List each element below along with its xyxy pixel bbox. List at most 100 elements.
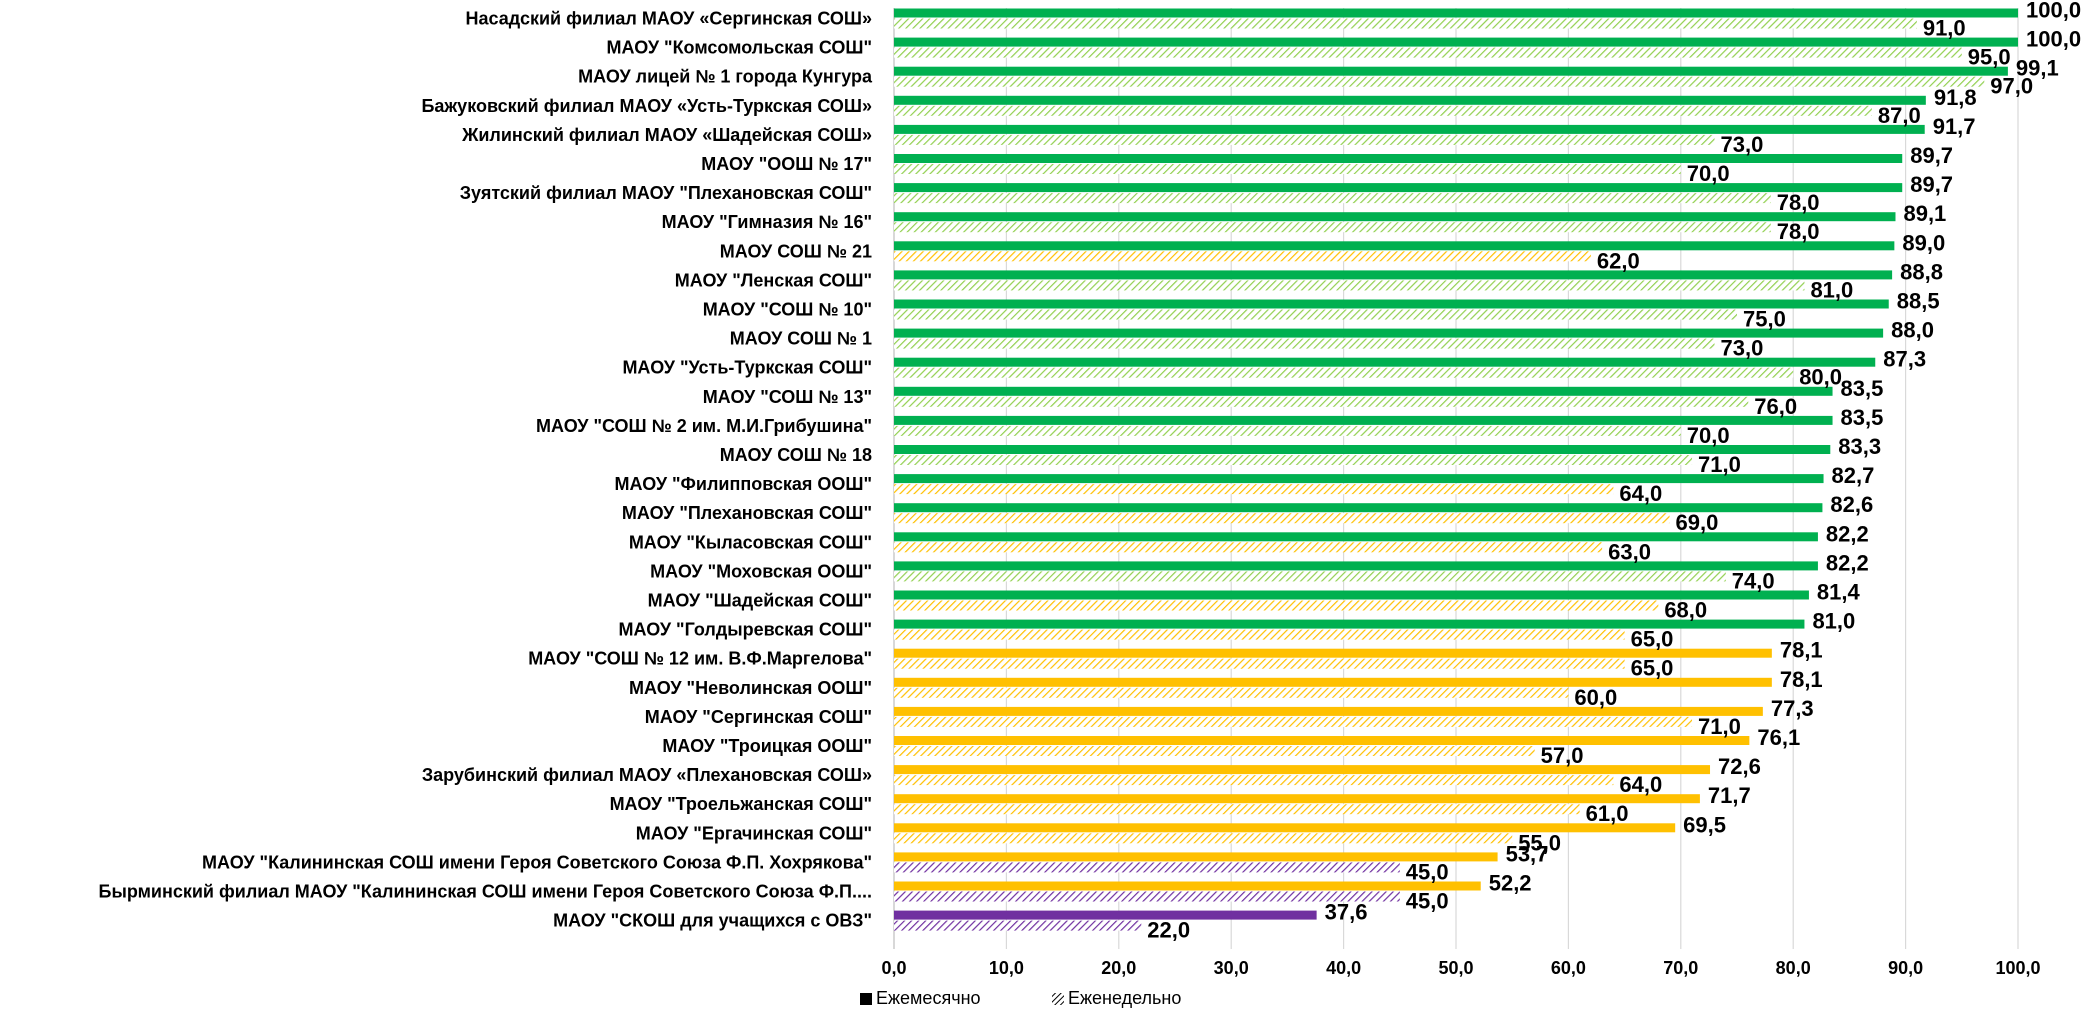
data-label-monthly-25: 76,1 [1757, 725, 1800, 750]
category-label-10: МАОУ "СОШ № 10" [703, 300, 872, 320]
x-tick-label-40: 40,0 [1326, 958, 1361, 978]
data-label-weekly-21: 65,0 [1631, 627, 1674, 652]
data-label-monthly-6: 89,7 [1910, 172, 1953, 197]
data-label-weekly-5: 70,0 [1687, 161, 1730, 186]
category-label-20: МАОУ "Шадейская СОШ" [648, 591, 872, 611]
data-label-weekly-12: 80,0 [1799, 365, 1842, 390]
bar-monthly-10 [894, 299, 1889, 309]
data-label-monthly-29: 53,7 [1506, 841, 1549, 866]
data-label-monthly-17: 82,6 [1830, 492, 1873, 517]
bar-monthly-11 [894, 328, 1884, 338]
data-label-weekly-28: 55,0 [1518, 830, 1561, 855]
category-label-24: МАОУ "Сергинская СОШ" [645, 707, 872, 727]
bar-weekly-9 [894, 280, 1805, 291]
data-label-weekly-22: 65,0 [1631, 656, 1674, 681]
bar-monthly-18 [894, 532, 1818, 542]
x-tick-label-30: 30,0 [1214, 958, 1249, 978]
data-label-monthly-3: 91,8 [1934, 85, 1977, 110]
category-label-22: МАОУ "СОШ № 12 им. В.Ф.Маргелова" [528, 649, 872, 669]
bar-monthly-14 [894, 415, 1833, 425]
bar-monthly-26 [894, 765, 1711, 775]
bar-monthly-2 [894, 66, 2008, 76]
data-label-weekly-23: 60,0 [1574, 685, 1617, 710]
category-label-5: МАОУ "ООШ № 17" [701, 154, 872, 174]
bar-monthly-16 [894, 474, 1824, 484]
category-label-14: МАОУ "СОШ № 2 им. М.И.Грибушина" [536, 416, 872, 436]
bar-weekly-18 [894, 542, 1603, 553]
bar-monthly-3 [894, 95, 1926, 105]
category-label-19: МАОУ "Моховская ООШ" [650, 561, 872, 581]
bar-monthly-21 [894, 619, 1805, 629]
data-label-weekly-10: 75,0 [1743, 307, 1786, 332]
bar-weekly-7 [894, 222, 1771, 233]
legend-swatch-weekly [1052, 993, 1064, 1005]
category-label-25: МАОУ "Троицкая ООШ" [662, 736, 872, 756]
bar-monthly-15 [894, 445, 1831, 454]
data-label-monthly-15: 83,3 [1838, 434, 1881, 459]
data-label-monthly-19: 82,2 [1826, 550, 1869, 575]
data-label-monthly-26: 72,6 [1718, 754, 1761, 779]
category-label-30: Бырминский филиал МАОУ "Калининская СОШ … [99, 882, 872, 902]
bar-monthly-30 [894, 881, 1481, 891]
bar-weekly-6 [894, 193, 1771, 204]
bar-weekly-27 [894, 804, 1580, 815]
data-label-monthly-28: 69,5 [1683, 812, 1726, 837]
category-label-2: МАОУ лицей № 1 города Кунгура [578, 67, 873, 87]
bar-weekly-11 [894, 338, 1715, 349]
bar-weekly-23 [894, 687, 1569, 698]
bar-weekly-8 [894, 251, 1591, 262]
data-label-monthly-14: 83,5 [1841, 405, 1884, 430]
x-tick-label-70: 70,0 [1663, 958, 1698, 978]
data-label-monthly-9: 88,8 [1900, 259, 1943, 284]
category-label-12: МАОУ "Усть-Туркская СОШ" [622, 358, 872, 378]
bar-weekly-22 [894, 658, 1625, 669]
bar-weekly-25 [894, 746, 1535, 756]
data-label-weekly-6: 78,0 [1777, 190, 1820, 215]
category-label-11: МАОУ СОШ № 1 [730, 329, 872, 349]
bar-monthly-20 [894, 590, 1809, 600]
bar-monthly-23 [894, 677, 1772, 687]
category-label-31: МАОУ "СКОШ для учащихся с ОВЗ" [553, 911, 872, 931]
category-label-3: Бажуковский филиал МАОУ «Усть-Туркская С… [421, 96, 872, 116]
data-label-monthly-13: 83,5 [1841, 376, 1884, 401]
bar-monthly-27 [894, 794, 1700, 804]
data-label-monthly-11: 88,0 [1891, 318, 1934, 343]
data-label-monthly-31: 37,6 [1325, 900, 1368, 925]
legend-label-weekly: Еженедельно [1068, 988, 1181, 1008]
data-label-weekly-8: 62,0 [1597, 248, 1640, 273]
bar-weekly-19 [894, 571, 1726, 582]
data-label-monthly-1: 100,0 [2026, 27, 2081, 52]
data-label-monthly-27: 71,7 [1708, 783, 1751, 808]
data-label-weekly-7: 78,0 [1777, 219, 1820, 244]
category-label-21: МАОУ "Голдыревская СОШ" [619, 620, 872, 640]
data-label-weekly-26: 64,0 [1619, 772, 1662, 797]
bar-monthly-1 [894, 37, 2018, 47]
bars [894, 8, 2018, 931]
x-tick-label-10: 10,0 [989, 958, 1024, 978]
data-label-monthly-18: 82,2 [1826, 521, 1869, 546]
bar-monthly-25 [894, 736, 1750, 745]
bar-monthly-12 [894, 357, 1876, 367]
category-label-27: МАОУ "Троельжанская СОШ" [610, 794, 872, 814]
data-label-monthly-22: 78,1 [1780, 638, 1823, 663]
bar-monthly-28 [894, 823, 1676, 833]
bar-monthly-13 [894, 386, 1833, 396]
bar-monthly-4 [894, 124, 1925, 134]
category-label-16: МАОУ "Филипповская ООШ" [615, 474, 872, 494]
x-tick-label-0: 0,0 [881, 958, 906, 978]
category-label-4: Жилинский филиал МАОУ «Шадейская СОШ» [461, 125, 872, 145]
data-label-monthly-30: 52,2 [1489, 871, 1532, 896]
data-label-monthly-2: 99,1 [2016, 56, 2059, 81]
bar-monthly-24 [894, 706, 1763, 716]
category-label-18: МАОУ "Кыласовская СОШ" [629, 532, 872, 552]
legend-label-monthly: Ежемесячно [876, 988, 981, 1008]
data-label-monthly-24: 77,3 [1771, 696, 1814, 721]
bar-weekly-21 [894, 629, 1625, 640]
legend-swatch-monthly [860, 993, 872, 1005]
data-label-monthly-7: 89,1 [1903, 201, 1946, 226]
bar-weekly-29 [894, 862, 1400, 873]
bar-monthly-29 [894, 852, 1498, 862]
bar-weekly-3 [894, 105, 1872, 116]
category-labels: Насадский филиал МАОУ «Сергинская СОШ» МА… [99, 9, 873, 931]
bar-weekly-12 [894, 367, 1794, 378]
